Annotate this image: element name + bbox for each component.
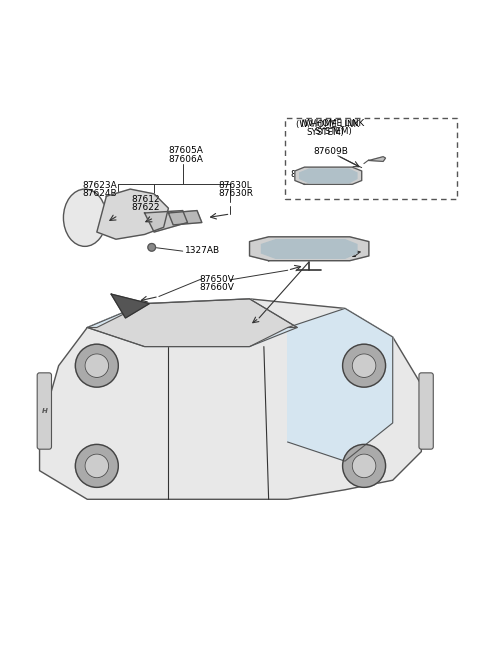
Circle shape	[352, 354, 376, 377]
Polygon shape	[144, 210, 188, 232]
Text: 87622: 87622	[131, 203, 160, 212]
Text: 87650V: 87650V	[199, 275, 234, 284]
Circle shape	[85, 354, 108, 377]
Polygon shape	[288, 309, 393, 461]
Polygon shape	[300, 169, 357, 183]
Text: 87624B: 87624B	[83, 189, 117, 198]
Text: 85101: 85101	[328, 250, 357, 259]
Circle shape	[343, 345, 385, 387]
FancyBboxPatch shape	[37, 373, 51, 449]
Text: H: H	[41, 408, 47, 414]
Polygon shape	[39, 299, 421, 499]
Circle shape	[352, 454, 376, 477]
FancyBboxPatch shape	[285, 117, 457, 198]
Text: 87623A: 87623A	[83, 181, 117, 190]
Ellipse shape	[63, 189, 107, 246]
FancyBboxPatch shape	[419, 373, 433, 449]
Circle shape	[148, 244, 156, 251]
Polygon shape	[295, 167, 362, 184]
Text: 87606A: 87606A	[168, 155, 204, 164]
Text: 87612: 87612	[131, 195, 160, 204]
Text: 87630L: 87630L	[218, 181, 252, 190]
Polygon shape	[250, 237, 369, 261]
Text: (W/HOME LINK: (W/HOME LINK	[296, 120, 359, 129]
Circle shape	[85, 454, 108, 477]
Text: 87605A: 87605A	[168, 147, 204, 155]
Polygon shape	[111, 294, 149, 318]
Text: 85101: 85101	[290, 170, 319, 179]
Circle shape	[75, 345, 118, 387]
Text: (W/HOME LINK: (W/HOME LINK	[301, 119, 365, 128]
Text: SYSTEM): SYSTEM)	[314, 127, 352, 136]
Circle shape	[75, 445, 118, 487]
Polygon shape	[87, 299, 297, 346]
Polygon shape	[97, 189, 168, 239]
Polygon shape	[168, 210, 202, 225]
Polygon shape	[262, 240, 357, 258]
Text: 1327AB: 1327AB	[185, 246, 220, 255]
Text: SYSTEM): SYSTEM)	[307, 128, 345, 138]
Polygon shape	[87, 299, 297, 346]
Circle shape	[343, 445, 385, 487]
Text: 87630R: 87630R	[218, 189, 253, 198]
Text: 87609B: 87609B	[313, 147, 348, 157]
Text: 87660V: 87660V	[199, 284, 234, 292]
Polygon shape	[369, 157, 385, 161]
